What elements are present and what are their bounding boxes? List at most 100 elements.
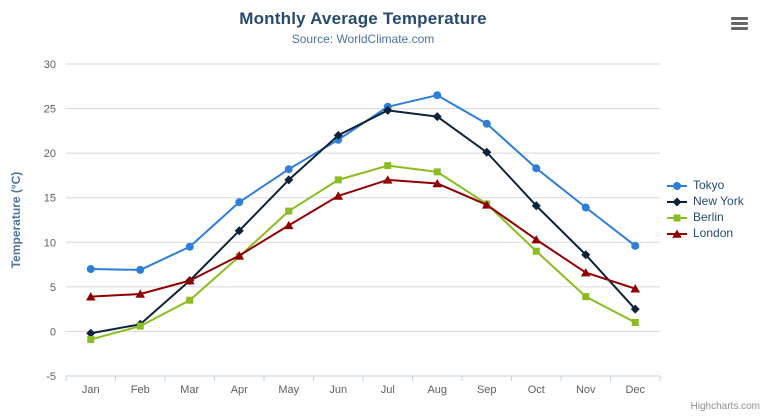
series-berlin-marker[interactable]: [384, 162, 392, 170]
legend-item-tokyo[interactable]: Tokyo: [666, 177, 744, 193]
legend-item-label: Berlin: [693, 210, 724, 224]
x-axis-tick-label: Feb: [131, 384, 150, 396]
series-london-marker[interactable]: [283, 220, 294, 230]
series-london-marker[interactable]: [481, 200, 492, 209]
x-axis-tick-label: Aug: [427, 384, 447, 396]
hamburger-menu-icon: [731, 22, 748, 25]
series-new-york-marker[interactable]: [581, 250, 591, 260]
x-axis-tick-label: Jan: [82, 384, 100, 396]
series-berlin-marker[interactable]: [334, 176, 342, 184]
series-new-york-marker[interactable]: [482, 147, 492, 157]
series-berlin-marker[interactable]: [186, 296, 194, 304]
y-axis-tick-label: -5: [46, 371, 56, 383]
series-tokyo-marker[interactable]: [235, 198, 244, 207]
y-axis-tick-label: 20: [44, 148, 56, 160]
series-new-york-marker[interactable]: [284, 175, 294, 185]
x-axis-tick-label: May: [278, 384, 299, 396]
series-berlin-marker[interactable]: [631, 319, 639, 327]
series-tokyo-marker[interactable]: [581, 203, 590, 212]
series-new-york-marker[interactable]: [86, 328, 96, 338]
x-axis-tick-label: Sep: [477, 384, 497, 396]
legend-item-label: Tokyo: [693, 178, 725, 192]
series-berlin-marker[interactable]: [433, 168, 441, 176]
series-london-marker[interactable]: [85, 292, 96, 301]
series-tokyo-line[interactable]: [89, 94, 637, 271]
x-axis-tick-label: Jun: [329, 384, 347, 396]
series-london-marker[interactable]: [580, 268, 591, 277]
circle-marker-glyph: [667, 182, 687, 190]
y-axis-tick-label: 5: [50, 282, 56, 294]
series-tokyo-marker[interactable]: [86, 265, 95, 274]
x-axis-tick-label: Apr: [231, 384, 248, 396]
hamburger-menu-icon: [731, 27, 748, 30]
legend-marker-icon: [666, 179, 688, 191]
y-axis-tick-label: 25: [44, 104, 56, 116]
triangle-marker-glyph: [667, 229, 687, 238]
series-tokyo-marker[interactable]: [433, 91, 442, 100]
series-berlin-marker[interactable]: [582, 293, 590, 301]
legend: Tokyo New York Berlin London: [666, 177, 744, 241]
legend-marker-icon: [666, 227, 688, 239]
hamburger-menu-icon: [731, 17, 748, 20]
legend-item-london[interactable]: London: [666, 225, 744, 241]
series-berlin-marker[interactable]: [285, 207, 293, 215]
series-new-york-marker[interactable]: [333, 130, 343, 140]
series-berlin-line[interactable]: [89, 164, 637, 341]
legend-item-new-york[interactable]: New York: [666, 193, 744, 209]
square-marker-glyph: [667, 214, 687, 222]
series-tokyo-marker[interactable]: [185, 242, 194, 251]
series-tokyo-marker[interactable]: [482, 119, 491, 128]
series-london-marker[interactable]: [184, 276, 195, 285]
x-axis-tick-label: Nov: [576, 384, 596, 396]
series-tokyo-marker[interactable]: [532, 164, 541, 173]
series-new-york-marker[interactable]: [234, 226, 244, 236]
legend-item-label: New York: [693, 194, 744, 208]
legend-item-label: London: [693, 226, 734, 240]
legend-item-berlin[interactable]: Berlin: [666, 209, 744, 225]
series-new-york-marker[interactable]: [531, 201, 541, 211]
series-tokyo-marker[interactable]: [284, 165, 293, 174]
x-axis-tick-label: Oct: [528, 384, 545, 396]
series-london: [85, 175, 641, 301]
series-new-york-marker[interactable]: [432, 112, 442, 122]
series-tokyo-marker[interactable]: [136, 265, 145, 274]
y-axis-tick-label: 15: [44, 193, 56, 205]
series-new-york-marker[interactable]: [630, 304, 640, 314]
series-london-line[interactable]: [89, 178, 637, 298]
y-axis-tick-label: 30: [44, 59, 56, 71]
legend-symbol: [673, 182, 681, 190]
series-london-marker[interactable]: [382, 175, 393, 184]
series-new-york: [86, 105, 640, 338]
series-london-marker[interactable]: [333, 191, 344, 200]
legend-marker-icon: [666, 195, 688, 207]
series-berlin-marker[interactable]: [532, 247, 540, 255]
y-axis-title: Temperature (°C): [9, 172, 23, 269]
x-axis-tick-label: Jul: [381, 384, 395, 396]
x-axis-tick-label: Dec: [625, 384, 645, 396]
y-axis-tick-label: 0: [50, 326, 56, 338]
chart-subtitle: Source: WorldClimate.com: [291, 32, 435, 46]
legend-symbol: [673, 214, 681, 222]
series-london-marker[interactable]: [234, 251, 245, 260]
y-axis-tick-label: 10: [44, 237, 56, 249]
series-berlin-marker[interactable]: [136, 322, 144, 330]
series-new-york-line[interactable]: [89, 109, 637, 335]
series-london-marker[interactable]: [531, 235, 542, 244]
credits-link[interactable]: Highcharts.com: [690, 401, 760, 412]
legend-symbol: [672, 197, 682, 207]
series-london-marker[interactable]: [135, 289, 146, 298]
series-berlin-marker[interactable]: [87, 335, 95, 343]
series-london-marker[interactable]: [432, 178, 443, 188]
export-menu-button[interactable]: [730, 15, 750, 33]
series-new-york-marker[interactable]: [383, 105, 393, 115]
chart-title: Monthly Average Temperature: [239, 9, 487, 28]
legend-marker-icon: [666, 211, 688, 223]
series-tokyo-marker[interactable]: [631, 241, 640, 250]
x-axis-tick-label: Mar: [180, 384, 199, 396]
series-tokyo: [86, 91, 640, 274]
legend-symbol: [672, 229, 682, 238]
diamond-marker-glyph: [667, 197, 687, 207]
series-london-marker[interactable]: [630, 284, 641, 293]
